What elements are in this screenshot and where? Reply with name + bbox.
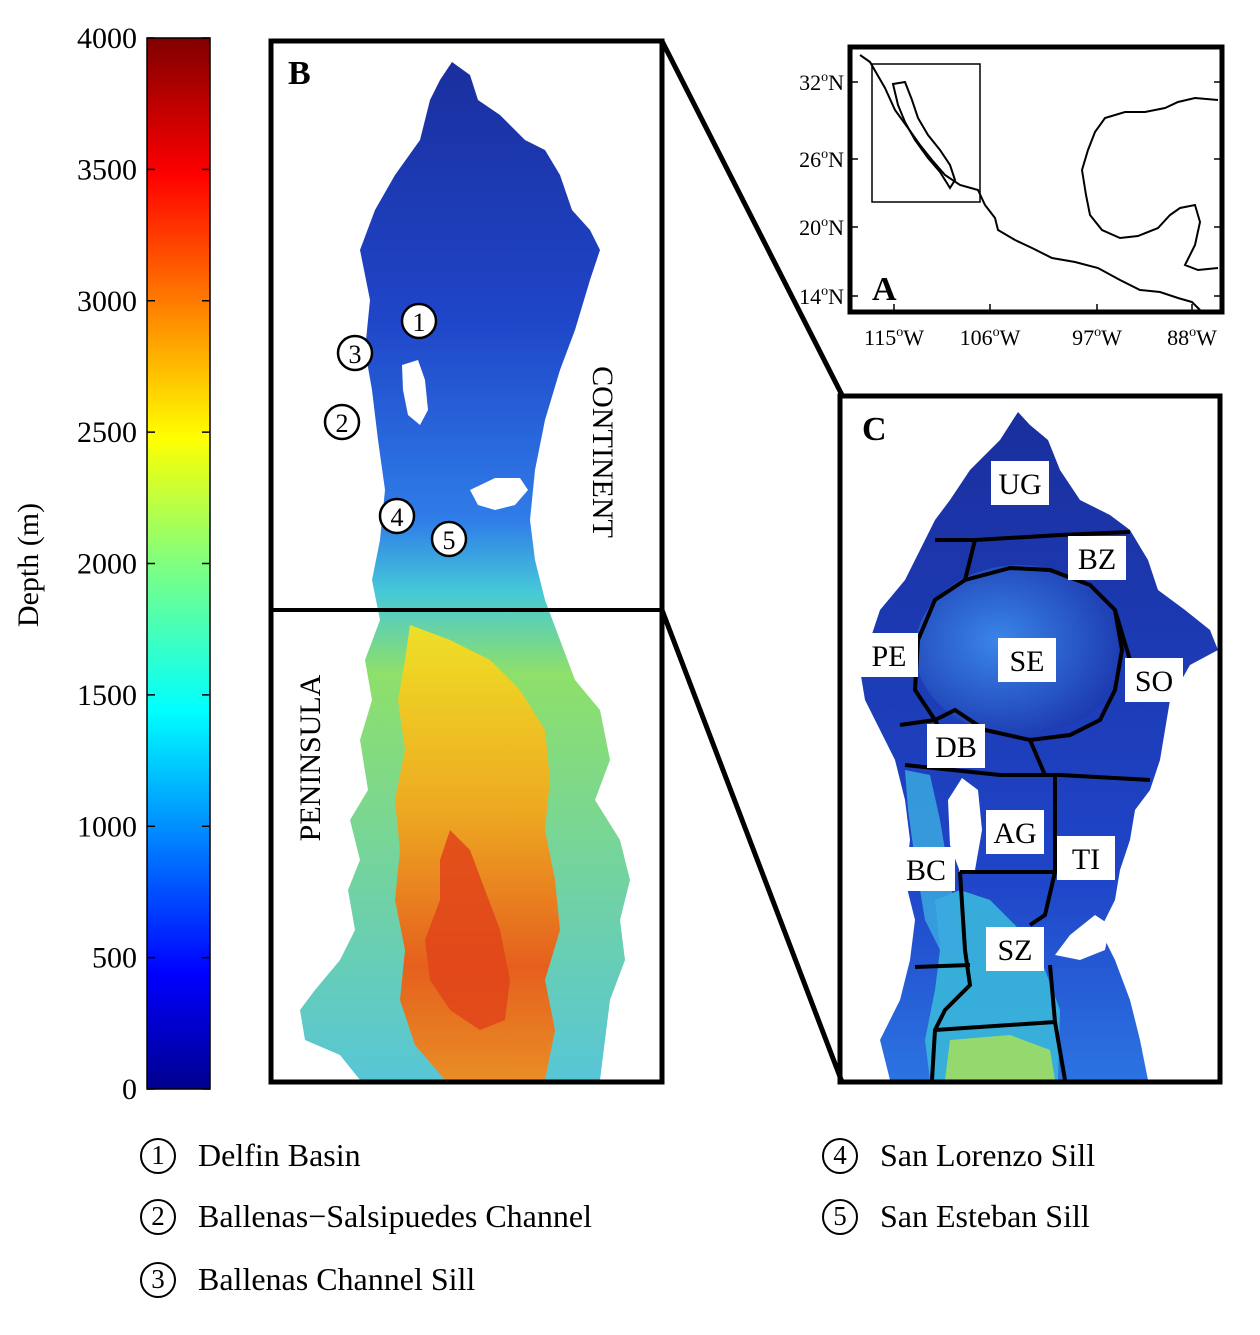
panel-a-lat-label: 20oN [799, 215, 844, 240]
region-label-so: SO [1135, 665, 1173, 698]
region-label-box [860, 633, 918, 677]
region-label-bc: BC [906, 854, 946, 887]
panel-a-baja-peninsula [891, 80, 957, 190]
colorbar-ticks: 4000 3500 3000 2500 2000 1500 1000 500 0 [77, 22, 210, 1106]
panel-a-inset-box [871, 63, 981, 203]
panel-b-gulf-water [300, 62, 630, 1080]
colorbar-label: Depth (m) [12, 503, 45, 627]
region-label-bz: BZ [1078, 543, 1116, 576]
region-label-box [986, 810, 1044, 854]
panel-a-letter: A [872, 271, 897, 308]
panel-b-letter: B [288, 55, 311, 92]
colorbar-tick-label: 3000 [77, 285, 137, 318]
legend-item-2: 2 Ballenas−Salsipuedes Channel [140, 1198, 592, 1235]
region-label-ag: AG [993, 817, 1036, 850]
colorbar-tick-label: 3500 [77, 153, 137, 186]
legend-item-5: 5 San Esteban Sill [822, 1198, 1090, 1235]
legend-number-3: 3 [140, 1261, 176, 1298]
marker-1: 1 [400, 302, 438, 340]
panel-b: B CONTINENT PENINSULA 1 3 2 4 5 [268, 38, 665, 1085]
svg-text:1: 1 [413, 308, 426, 337]
region-label-box [986, 927, 1044, 971]
region-label-box [991, 461, 1049, 505]
panel-c-frame [837, 393, 1223, 1085]
marker-5: 5 [430, 520, 468, 558]
svg-text:4: 4 [391, 503, 404, 532]
marker-3: 3 [336, 334, 374, 372]
panel-c-letter: C [862, 411, 887, 448]
panel-b-peninsula-label: PENINSULA [294, 674, 327, 841]
panel-b-continent-label: CONTINENT [586, 366, 619, 538]
panel-a-lon-label: 106oW [960, 325, 1021, 350]
svg-text:2: 2 [336, 409, 349, 438]
panel-b-deepest-zone [425, 830, 510, 1030]
colorbar-tick-label: 1000 [77, 810, 137, 843]
region-label-box [927, 724, 985, 768]
legend-text-5: San Esteban Sill [880, 1198, 1090, 1234]
panel-a-lat-ticks: 32oN 26oN 20oN 14oN [799, 70, 1222, 309]
region-label-box [1125, 658, 1183, 702]
region-label-se: SE [1009, 645, 1044, 678]
region-label-box [1057, 836, 1115, 880]
colorbar-tick-label: 4000 [77, 22, 137, 55]
panel-a-lon-label: 97oW [1072, 325, 1122, 350]
colorbar-tick-label: 1500 [77, 679, 137, 712]
region-label-pe: PE [871, 640, 906, 673]
legend-item-3: 3 Ballenas Channel Sill [140, 1261, 475, 1298]
region-label-box [998, 638, 1056, 682]
colorbar-tick-label: 2000 [77, 548, 137, 581]
panel-a-lat-label: 26oN [799, 147, 844, 172]
panel-c: C UG BZ PE SE SO DB AG TI BC SZ [837, 393, 1223, 1085]
panel-a-gulf-of-mexico-coast [1080, 96, 1219, 272]
region-label-db: DB [935, 731, 977, 764]
panel-a-lat-label: 14oN [799, 284, 844, 309]
legend-number-4: 4 [822, 1137, 858, 1174]
panel-a-lon-ticks: 115oW 106oW 97oW 88oW [864, 304, 1217, 350]
panel-c-island-angel [948, 778, 982, 872]
svg-text:5: 5 [443, 526, 456, 555]
panel-a: A 32oN 26oN 20oN 14oN 115oW 106oW 97oW 88oW [799, 44, 1225, 350]
zoom-connectors [659, 39, 845, 1083]
panel-b-island-angel [402, 360, 428, 425]
region-label-sz: SZ [997, 934, 1032, 967]
panel-a-lon-label: 115oW [864, 325, 924, 350]
panel-a-frame [847, 44, 1225, 315]
colorbar-tick-label: 500 [92, 942, 137, 975]
panel-a-lat-label: 32oN [799, 70, 844, 95]
svg-text:3: 3 [349, 340, 362, 369]
region-label-box [1068, 536, 1126, 580]
colorbar: 4000 3500 3000 2500 2000 1500 1000 500 0 Depth (… [12, 22, 211, 1106]
colorbar-tick-label: 2500 [77, 416, 137, 449]
legend-text-2: Ballenas−Salsipuedes Channel [198, 1198, 592, 1234]
colorbar-gradient [146, 37, 211, 1090]
legend-number-2: 2 [140, 1198, 176, 1235]
panel-b-frame [268, 38, 665, 1085]
panel-b-island-tiburon [470, 478, 528, 510]
legend-number-5: 5 [822, 1198, 858, 1235]
legend-text-4: San Lorenzo Sill [880, 1137, 1096, 1173]
legend-text-3: Ballenas Channel Sill [198, 1261, 476, 1297]
region-label-ug: UG [998, 468, 1041, 501]
region-label-box [897, 847, 955, 891]
marker-4: 4 [378, 497, 416, 535]
panel-c-island-tiburon [1055, 915, 1110, 960]
legend-item-4: 4 San Lorenzo Sill [822, 1137, 1095, 1174]
panel-c-region-labels: UG BZ PE SE SO DB AG TI BC SZ [860, 461, 1183, 971]
legend-text-1: Delfin Basin [198, 1137, 361, 1173]
legend-item-1: 1 Delfin Basin [140, 1137, 361, 1174]
colorbar-tick-label: 0 [122, 1073, 137, 1106]
legend-number-1: 1 [140, 1137, 176, 1174]
region-label-ti: TI [1072, 843, 1100, 876]
panel-a-lon-label: 88oW [1167, 325, 1217, 350]
panel-c-region-boundaries [899, 530, 1151, 1081]
marker-2: 2 [323, 403, 361, 441]
panel-c-shallow-far-south [945, 1035, 1055, 1080]
